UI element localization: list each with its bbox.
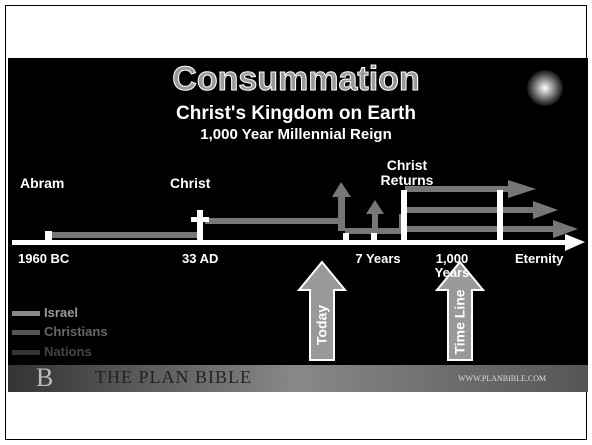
legend-swatch [12,311,40,316]
timeline-label: Christ [170,176,210,191]
footer-logo: B [36,363,53,392]
legend-label: Nations [44,345,92,359]
legend-swatch [12,330,40,335]
subtitle: 1,000 Year Millennial Reign [0,127,592,143]
timeline-label: Christ Returns [372,158,442,187]
arrow-label: Today [315,305,330,345]
timeline-label: 1,000 Years [424,252,480,279]
footer-url: WWW.PLANBIBLE.COM [458,375,546,383]
timeline-label: 33 AD [182,252,218,266]
timeline-label: Eternity [515,252,563,266]
subtitle: Christ's Kingdom on Earth [0,104,592,124]
legend-swatch [12,350,40,355]
title: Consummation [0,62,592,98]
legend-label: Christians [44,325,108,339]
footer-brand: THE PLAN BIBLE [95,368,252,387]
timeline-label: 1960 BC [18,252,69,266]
timeline-label: 7 Years [350,252,406,266]
timeline-label: Abram [20,176,64,191]
legend-label: Israel [44,306,78,320]
page: B Consummation Christ's Kingdom on Earth… [0,0,592,445]
arrow-label: Time Line [453,289,468,354]
